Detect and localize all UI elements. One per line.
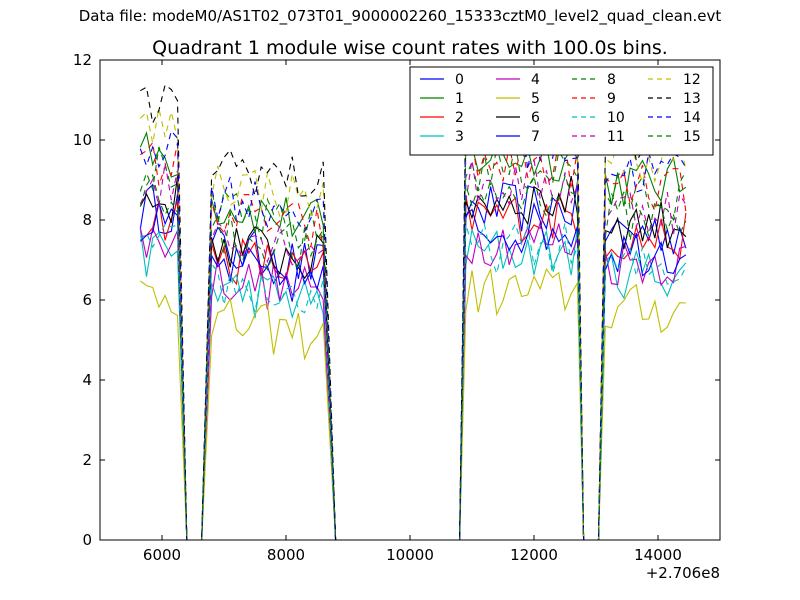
y-tick-label: 6 bbox=[82, 291, 92, 309]
series-line-13 bbox=[140, 84, 687, 541]
series-line-4 bbox=[139, 221, 687, 541]
legend-label-10: 10 bbox=[607, 110, 625, 126]
legend-box bbox=[409, 66, 714, 156]
y-tick-label: 0 bbox=[82, 531, 92, 549]
legend-label-5: 5 bbox=[531, 91, 540, 107]
legend-label-7: 7 bbox=[531, 129, 540, 145]
legend-label-9: 9 bbox=[607, 91, 616, 107]
x-tick-label: 14000 bbox=[634, 546, 682, 564]
legend-label-15: 15 bbox=[683, 129, 701, 145]
figure-suptitle: Data file: modeM0/AS1T02_073T01_90000022… bbox=[78, 7, 722, 25]
x-tick-label: 10000 bbox=[386, 546, 434, 564]
series-line-5 bbox=[139, 267, 686, 541]
series-line-10 bbox=[139, 221, 687, 541]
x-tick-label: 8000 bbox=[267, 546, 305, 564]
series-layer bbox=[139, 84, 687, 541]
legend-label-1: 1 bbox=[455, 91, 464, 107]
y-tick-label: 10 bbox=[73, 131, 92, 149]
y-tick-label: 4 bbox=[82, 371, 92, 389]
legend-label-6: 6 bbox=[531, 110, 540, 126]
legend-label-8: 8 bbox=[607, 72, 616, 88]
legend-label-14: 14 bbox=[683, 110, 701, 126]
y-tick-label: 12 bbox=[73, 51, 92, 69]
legend-label-11: 11 bbox=[607, 129, 625, 145]
series-line-7 bbox=[139, 201, 687, 541]
series-line-8 bbox=[139, 143, 687, 541]
series-line-3 bbox=[139, 227, 687, 541]
legend-label-2: 2 bbox=[455, 110, 464, 126]
y-tick-label: 8 bbox=[82, 211, 92, 229]
x-tick-label: 12000 bbox=[510, 546, 558, 564]
series-line-0 bbox=[139, 182, 687, 541]
legend-label-3: 3 bbox=[455, 129, 464, 145]
x-offset-label: +2.706e8 bbox=[646, 564, 720, 582]
chart-title: Quadrant 1 module wise count rates with … bbox=[152, 37, 668, 59]
series-line-1 bbox=[139, 131, 687, 541]
legend-label-0: 0 bbox=[455, 72, 464, 88]
y-tick-label: 2 bbox=[82, 451, 92, 469]
legend-label-4: 4 bbox=[531, 72, 540, 88]
series-line-15 bbox=[139, 173, 687, 541]
x-tick-label: 6000 bbox=[143, 546, 181, 564]
legend-label-12: 12 bbox=[683, 72, 701, 88]
legend-label-13: 13 bbox=[683, 91, 701, 107]
series-line-9 bbox=[140, 141, 687, 541]
series-line-6 bbox=[139, 176, 687, 541]
